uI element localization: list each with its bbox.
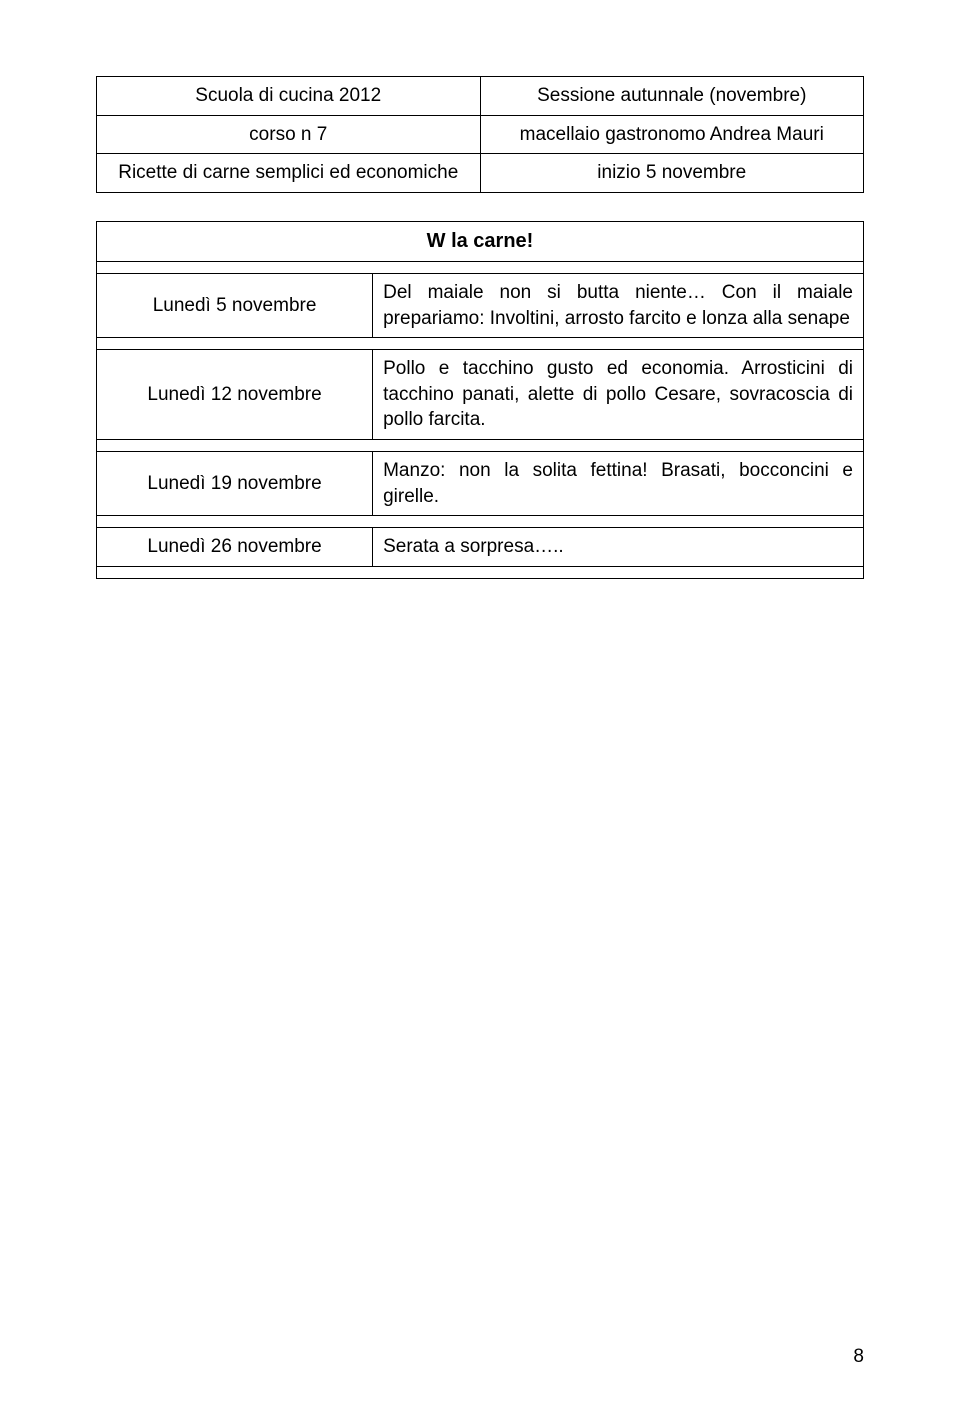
header-row-3: Ricette di carne semplici ed economiche … — [97, 154, 864, 193]
spacer-4 — [97, 516, 864, 528]
spacer-2 — [97, 338, 864, 350]
header-row-2: corso n 7 macellaio gastronomo Andrea Ma… — [97, 115, 864, 154]
row-2-left: Lunedì 12 novembre — [97, 350, 373, 440]
spacer-3 — [97, 440, 864, 452]
header-r3c2: inizio 5 novembre — [480, 154, 864, 193]
header-r1c1: Scuola di cucina 2012 — [97, 77, 481, 116]
row-2-right: Pollo e tacchino gusto ed economia. Arro… — [373, 350, 864, 440]
body-row-1: Lunedì 5 novembre Del maiale non si butt… — [97, 273, 864, 337]
body-row-3: Lunedì 19 novembre Manzo: non la solita … — [97, 452, 864, 516]
header-r1c2: Sessione autunnale (novembre) — [480, 77, 864, 116]
body-table: W la carne! Lunedì 5 novembre Del maiale… — [96, 221, 864, 579]
row-4-left: Lunedì 26 novembre — [97, 528, 373, 567]
header-table: Scuola di cucina 2012 Sessione autunnale… — [96, 76, 864, 193]
row-1-right: Del maiale non si butta niente… Con il m… — [373, 273, 864, 337]
title-cell: W la carne! — [97, 221, 864, 261]
body-row-4: Lunedì 26 novembre Serata a sorpresa….. — [97, 528, 864, 567]
row-4-right: Serata a sorpresa….. — [373, 528, 864, 567]
header-row-1: Scuola di cucina 2012 Sessione autunnale… — [97, 77, 864, 116]
title-row: W la carne! — [97, 221, 864, 261]
header-r2c2: macellaio gastronomo Andrea Mauri — [480, 115, 864, 154]
page: Scuola di cucina 2012 Sessione autunnale… — [0, 0, 960, 1428]
spacer-5 — [97, 567, 864, 579]
header-r3c1: Ricette di carne semplici ed economiche — [97, 154, 481, 193]
spacer-1 — [97, 261, 864, 273]
row-1-left: Lunedì 5 novembre — [97, 273, 373, 337]
row-3-left: Lunedì 19 novembre — [97, 452, 373, 516]
header-r2c1: corso n 7 — [97, 115, 481, 154]
body-row-2: Lunedì 12 novembre Pollo e tacchino gust… — [97, 350, 864, 440]
row-3-right: Manzo: non la solita fettina! Brasati, b… — [373, 452, 864, 516]
page-number: 8 — [853, 1346, 864, 1368]
